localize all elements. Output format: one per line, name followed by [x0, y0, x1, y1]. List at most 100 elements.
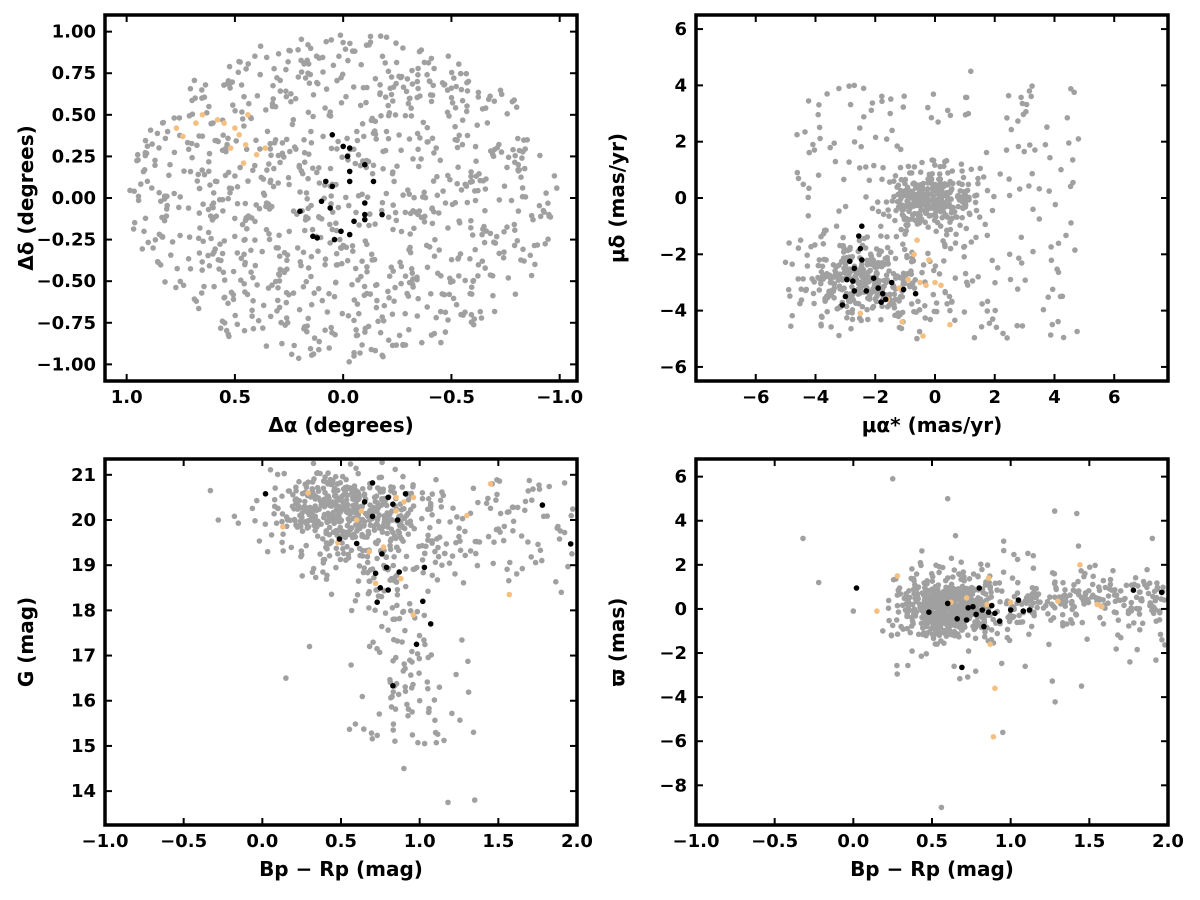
field-star-point: [334, 77, 340, 84]
y-tick-label: −4: [659, 687, 687, 708]
field-star-point: [275, 51, 282, 57]
field-star-point: [898, 187, 904, 194]
field-star-point: [865, 274, 872, 280]
field-star-point: [518, 533, 525, 539]
field-star-point: [1121, 602, 1127, 609]
member-point: [331, 236, 338, 243]
field-star-point: [917, 195, 924, 202]
x-tick-label: −1.0: [82, 831, 129, 852]
field-star-point: [205, 252, 211, 259]
field-star-point: [306, 151, 312, 157]
field-star-point: [934, 219, 941, 226]
field-star-point: [267, 177, 274, 184]
field-star-point: [300, 284, 307, 290]
field-star-point: [569, 551, 575, 557]
member-point: [996, 618, 1003, 624]
field-star-point: [561, 529, 568, 536]
field-star-point: [306, 643, 313, 650]
field-star-point: [407, 244, 413, 251]
field-star-point: [943, 231, 950, 238]
field-star-point: [935, 631, 942, 638]
field-star-point: [936, 171, 943, 177]
x-tick-label: 2.0: [561, 831, 593, 852]
field-star-point: [391, 636, 397, 643]
field-star-point: [138, 181, 144, 187]
field-star-point: [131, 219, 138, 226]
field-star-point: [454, 514, 460, 520]
field-star-point: [1026, 183, 1032, 189]
field-star-point: [154, 130, 161, 137]
field-star-point: [352, 48, 358, 54]
field-star-point: [897, 311, 903, 318]
field-star-point: [459, 515, 466, 522]
field-star-point: [314, 523, 320, 530]
field-star-point: [186, 234, 193, 240]
field-star-point: [322, 327, 328, 334]
field-star-point: [366, 643, 373, 650]
field-star-point: [428, 291, 434, 297]
field-star-point: [465, 78, 472, 85]
field-star-point: [886, 213, 892, 219]
field-star-point: [359, 486, 366, 492]
field-star-point: [1006, 192, 1013, 199]
field-star-point: [401, 765, 407, 772]
field-star-point: [832, 158, 839, 165]
field-star-point: [1118, 634, 1124, 641]
field-star-point: [932, 263, 939, 269]
candidate-point: [938, 282, 944, 289]
field-star-point: [787, 293, 793, 299]
field-star-point: [992, 279, 998, 286]
field-star-point: [1112, 598, 1119, 605]
field-star-point: [211, 283, 217, 290]
y-tick-label: −0.75: [37, 313, 97, 334]
field-star-point: [556, 536, 563, 542]
field-star-point: [402, 342, 409, 348]
field-star-point: [434, 536, 440, 542]
field-star-point: [326, 553, 333, 559]
field-star-point: [196, 185, 203, 192]
panel-p3: −1.0 −0.5 0.0 0.5 1.0 1.5 2.01415161718192021B…: [14, 457, 593, 881]
candidate-point: [214, 117, 221, 123]
field-star-point: [410, 503, 417, 509]
field-star-point: [405, 531, 412, 537]
member-point: [362, 211, 368, 218]
field-star-point: [513, 104, 520, 110]
field-star-point: [1071, 582, 1077, 588]
field-star-point: [328, 37, 335, 43]
field-star-point: [949, 168, 956, 174]
field-star-point: [888, 632, 895, 639]
member-point: [1015, 597, 1022, 603]
field-star-point: [439, 562, 445, 568]
member-point: [1007, 607, 1014, 613]
field-star-point: [1135, 583, 1141, 589]
field-star-point: [926, 171, 933, 178]
field-star-point: [351, 353, 357, 359]
member-point: [567, 541, 574, 547]
field-star-point: [455, 164, 461, 170]
field-star-point: [279, 493, 285, 500]
field-star-point: [1022, 663, 1028, 670]
y-tick-label: 0: [674, 188, 687, 209]
field-star-point: [411, 194, 417, 201]
field-star-point: [971, 334, 978, 341]
member-point: [297, 208, 303, 215]
field-star-point: [815, 579, 822, 586]
candidate-point: [236, 132, 242, 138]
field-star-point: [1004, 335, 1010, 341]
field-star-point: [978, 561, 984, 567]
field-star-point: [283, 93, 290, 100]
field-star-point: [493, 233, 500, 240]
field-star-point: [368, 730, 375, 736]
field-star-point: [858, 265, 864, 272]
field-star-point: [320, 499, 327, 506]
field-star-point: [389, 170, 396, 177]
field-star-point: [805, 98, 812, 104]
member-point: [985, 609, 992, 615]
field-star-point: [302, 519, 309, 525]
field-star-point: [830, 288, 837, 294]
field-star-point: [930, 91, 937, 97]
field-star-point: [400, 45, 406, 51]
field-star-point: [270, 183, 277, 190]
field-star-point: [221, 277, 228, 283]
field-star-point: [276, 304, 283, 311]
